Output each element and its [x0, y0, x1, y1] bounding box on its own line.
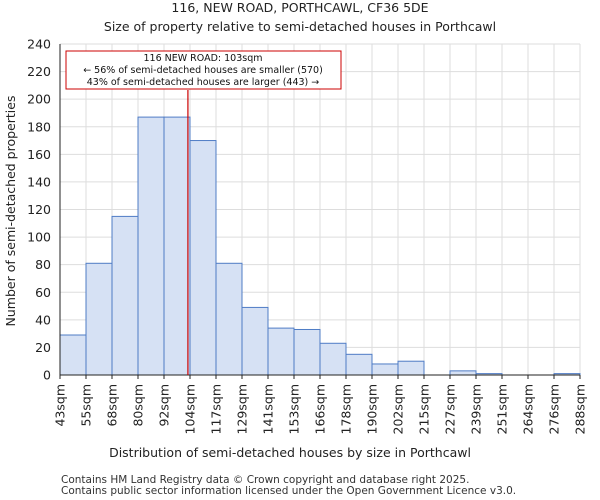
annotation-line-1: 116 NEW ROAD: 103sqm	[144, 53, 263, 64]
y-ticks: 0 20 40 60 80 100 120 140 160 180 200 220 240	[27, 37, 51, 383]
x-tick-label: 288sqm	[573, 384, 588, 434]
y-tick-label: 40	[35, 312, 51, 327]
bar	[241, 306, 269, 376]
x-tick-label: 55sqm	[79, 384, 94, 427]
footer-line-2: Contains public sector information licen…	[61, 485, 516, 497]
x-tick-label: 80sqm	[131, 384, 146, 427]
bars	[59, 116, 581, 376]
bar	[371, 363, 399, 376]
x-tick-label: 141sqm	[261, 384, 276, 434]
bar	[267, 327, 295, 376]
y-tick-label: 0	[43, 368, 51, 383]
bar	[163, 116, 191, 376]
x-tick-label: 190sqm	[365, 384, 380, 434]
bar	[85, 262, 113, 376]
y-tick-label: 20	[35, 340, 51, 355]
x-ticks: 43sqm 55sqm 68sqm 80sqm 92sqm 104sqm 117sqm 129…	[53, 375, 588, 434]
footer-line-1: Contains HM Land Registry data © Crown c…	[61, 474, 469, 486]
x-tick-label: 129sqm	[235, 384, 250, 434]
x-tick-label: 68sqm	[105, 384, 120, 427]
y-tick-label: 200	[27, 92, 51, 107]
x-tick-label: 166sqm	[313, 384, 328, 434]
bar	[59, 334, 87, 376]
x-tick-label: 43sqm	[53, 384, 68, 427]
annotation-box: 116 NEW ROAD: 103sqm ← 56% of semi-detac…	[65, 50, 342, 90]
chart-subtitle: Size of property relative to semi-detach…	[104, 19, 496, 34]
annotation-border	[65, 50, 342, 90]
bar	[319, 342, 347, 376]
y-axis-label: Number of semi-detached properties	[3, 96, 18, 327]
y-tick-label: 100	[27, 230, 51, 245]
y-tick-label: 160	[27, 147, 51, 162]
y-tick-label: 180	[27, 119, 51, 134]
annotation-line-3: 43% of semi-detached houses are larger (…	[87, 77, 320, 88]
x-tick-label: 239sqm	[469, 384, 484, 434]
chart-title: 116, NEW ROAD, PORTHCAWL, CF36 5DE	[171, 0, 428, 15]
annotation-line-2: ← 56% of semi-detached houses are smalle…	[83, 65, 323, 76]
x-tick-label: 251sqm	[495, 384, 510, 434]
x-axis-label: Distribution of semi-detached houses by …	[109, 445, 471, 460]
x-tick-label: 215sqm	[417, 384, 432, 434]
x-tick-label: 117sqm	[209, 384, 224, 434]
y-tick-label: 240	[27, 37, 51, 52]
bar	[345, 353, 373, 376]
bar	[189, 140, 217, 376]
x-tick-label: 202sqm	[391, 384, 406, 434]
y-tick-label: 140	[27, 174, 51, 189]
x-tick-label: 104sqm	[183, 384, 198, 434]
bar	[293, 328, 321, 376]
y-tick-label: 80	[35, 257, 51, 272]
y-tick-label: 60	[35, 285, 51, 300]
x-tick-label: 178sqm	[339, 384, 354, 434]
bar	[215, 262, 243, 376]
bar	[137, 116, 165, 376]
x-tick-label: 227sqm	[443, 384, 458, 434]
y-tick-label: 220	[27, 64, 51, 79]
x-tick-label: 153sqm	[287, 384, 302, 434]
bar	[111, 215, 139, 376]
x-tick-label: 92sqm	[157, 384, 172, 427]
x-tick-label: 264sqm	[521, 384, 536, 434]
bar	[397, 360, 425, 376]
x-tick-label: 276sqm	[547, 384, 562, 434]
bar	[449, 370, 477, 376]
y-tick-label: 120	[27, 202, 51, 217]
